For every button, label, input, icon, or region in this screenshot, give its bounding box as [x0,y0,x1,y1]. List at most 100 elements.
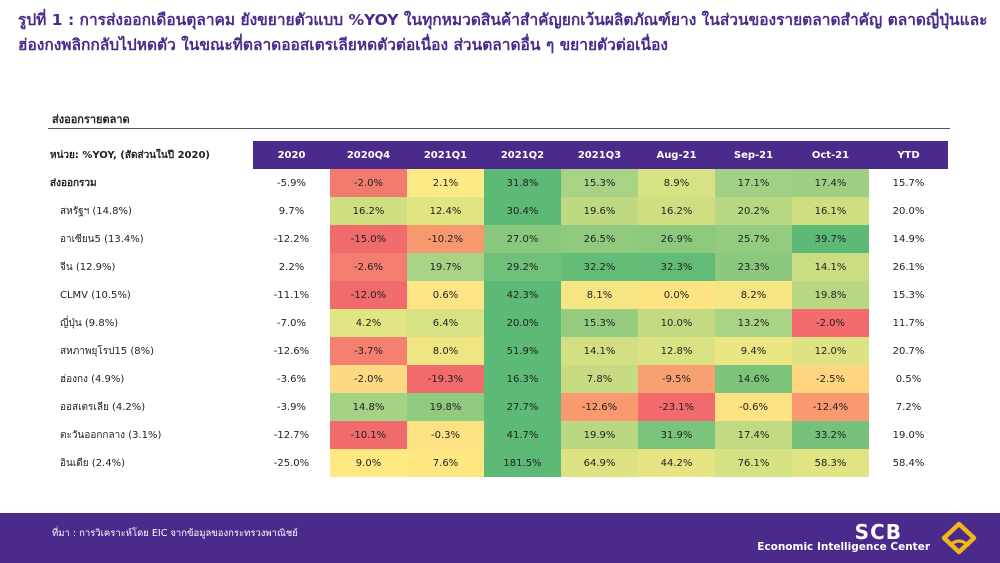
heat-cell: 25.7% [715,225,792,253]
heat-cell: 8.2% [715,281,792,309]
brand-tagline: Economic Intelligence Center [757,541,930,553]
heat-cell: 14.1% [792,253,869,281]
heat-cell: 15.3% [561,309,638,337]
section-label: ส่งออกรายตลาด [52,113,130,126]
column-header: YTD [869,141,948,169]
heat-cell: 41.7% [484,421,561,449]
brand-name: SCB [854,520,902,544]
heat-cell: 4.2% [330,309,407,337]
heat-cell: -2.0% [330,169,407,197]
table-header-row: หน่วย: %YOY, (สัดส่วนในปี 2020) 2020 202… [48,141,948,169]
table-row: ญี่ปุ่น (9.8%) -7.0% 4.2% 6.4% 20.0% 15.3% 10.… [48,309,948,337]
row-label: สหภาพยุโรป15 (8%) [60,345,155,357]
table-row: ฮ่องกง (4.9%) -3.6% -2.0% -19.3% 16.3% 7.8% -9… [48,365,948,393]
heat-cell: 0.0% [638,281,715,309]
value-cell-ytd: 19.0% [869,421,948,449]
heat-cell: 19.8% [407,393,484,421]
row-label: สหรัฐฯ (14.8%) [60,205,132,217]
value-cell-ytd: 15.7% [869,169,948,197]
heat-cell: 16.2% [638,197,715,225]
value-cell-2020: -11.1% [253,281,330,309]
row-label: อาเซียน5 (13.4%) [60,233,144,245]
row-label: ตะวันออกกลาง (3.1%) [60,429,162,441]
heat-cell: -0.3% [407,421,484,449]
table-row: จีน (12.9%) 2.2% -2.6% 19.7% 29.2% 32.2% 32.3%… [48,253,948,281]
heat-cell: 44.2% [638,449,715,477]
heat-cell: 30.4% [484,197,561,225]
heat-cell: 27.0% [484,225,561,253]
table-row: CLMV (10.5%) -11.1% -12.0% 0.6% 42.3% 8.1% 0.0… [48,281,948,309]
value-cell-ytd: 20.7% [869,337,948,365]
row-label: ญี่ปุ่น (9.8%) [60,317,119,329]
heat-cell: -12.4% [792,393,869,421]
value-cell-2020: -7.0% [253,309,330,337]
column-header: 2021Q3 [561,141,638,169]
source-note: ที่มา : การวิเคราะห์โดย EIC จากข้อมูลของ… [52,528,298,539]
heat-cell: -2.6% [330,253,407,281]
heat-cell: 19.6% [561,197,638,225]
heat-cell: 9.0% [330,449,407,477]
row-label: ส่งออกรวม [50,177,97,189]
value-cell-2020: 2.2% [253,253,330,281]
row-label: จีน (12.9%) [60,261,116,273]
value-cell-ytd: 26.1% [869,253,948,281]
value-cell-ytd: 11.7% [869,309,948,337]
value-cell-2020: -12.7% [253,421,330,449]
value-cell-2020: -25.0% [253,449,330,477]
row-label: ฮ่องกง (4.9%) [60,373,125,385]
heat-cell: 76.1% [715,449,792,477]
row-label: CLMV (10.5%) [60,289,131,301]
heat-cell: 23.3% [715,253,792,281]
heat-cell: 20.2% [715,197,792,225]
table-row: อินเดีย (2.4%) -25.0% 9.0% 7.6% 181.5% 64.9% 4… [48,449,948,477]
heat-cell: -9.5% [638,365,715,393]
heat-cell: 10.0% [638,309,715,337]
heat-cell: 12.8% [638,337,715,365]
export-growth-table: หน่วย: %YOY, (สัดส่วนในปี 2020) 2020 202… [48,141,948,477]
heat-cell: 39.7% [792,225,869,253]
heat-cell: 42.3% [484,281,561,309]
heat-cell: 9.4% [715,337,792,365]
value-cell-ytd: 14.9% [869,225,948,253]
heat-cell: 16.3% [484,365,561,393]
heat-cell: -0.6% [715,393,792,421]
column-header: Sep-21 [715,141,792,169]
heat-cell: -12.6% [561,393,638,421]
heat-cell: 58.3% [792,449,869,477]
heat-cell: 8.0% [407,337,484,365]
footer-bar: ที่มา : การวิเคราะห์โดย EIC จากข้อมูลของ… [0,513,1000,563]
value-cell-ytd: 0.5% [869,365,948,393]
heat-cell: -2.0% [792,309,869,337]
heat-cell: 7.6% [407,449,484,477]
heat-cell: 14.1% [561,337,638,365]
heat-cell: 15.3% [561,169,638,197]
heat-cell: 8.1% [561,281,638,309]
heat-cell: 16.1% [792,197,869,225]
heat-cell: -12.0% [330,281,407,309]
heat-cell: 64.9% [561,449,638,477]
heat-cell: 31.8% [484,169,561,197]
scb-logo-icon [941,521,977,555]
heat-cell: 14.8% [330,393,407,421]
heat-cell: 2.1% [407,169,484,197]
column-header: 2020 [253,141,330,169]
heat-cell: 17.1% [715,169,792,197]
unit-label: หน่วย: %YOY, (สัดส่วนในปี 2020) [48,141,253,169]
heat-cell: 26.5% [561,225,638,253]
value-cell-ytd: 7.2% [869,393,948,421]
heat-cell: 7.8% [561,365,638,393]
heat-cell: 16.2% [330,197,407,225]
heat-cell: 13.2% [715,309,792,337]
value-cell-2020: -5.9% [253,169,330,197]
heat-cell: 181.5% [484,449,561,477]
heat-cell: 26.9% [638,225,715,253]
page-title: รูปที่ 1 : การส่งออกเดือนตุลาคม ยังขยายต… [18,11,988,54]
heat-cell: 6.4% [407,309,484,337]
heat-cell: 31.9% [638,421,715,449]
heat-cell: 20.0% [484,309,561,337]
heat-cell: -2.5% [792,365,869,393]
value-cell-ytd: 20.0% [869,197,948,225]
heat-cell: 27.7% [484,393,561,421]
section-divider [48,128,950,129]
column-header: 2021Q2 [484,141,561,169]
